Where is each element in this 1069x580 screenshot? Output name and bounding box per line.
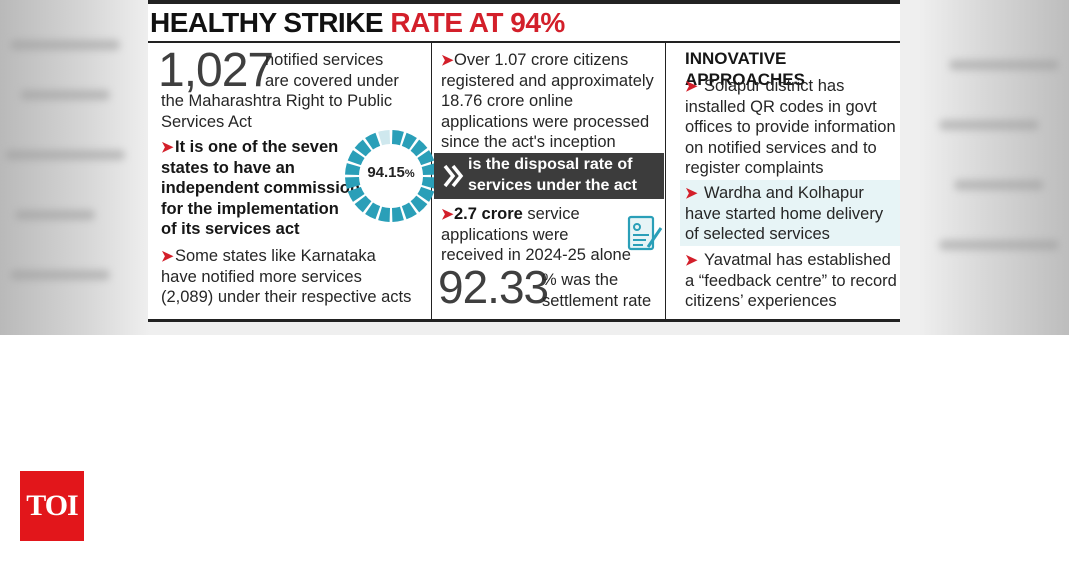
- col1-bullet2-line: Some states like Karnataka: [175, 247, 376, 265]
- col1-bullet2-line: have notified more services: [161, 267, 362, 286]
- toi-logo: TOI: [20, 471, 84, 541]
- col3-bullet3-line: citizens’ experiences: [685, 292, 837, 310]
- col3-bullet2-line: have started home delivery: [685, 204, 884, 223]
- settlement-rate-number: 92.33: [438, 261, 549, 313]
- banner-text: is the disposal rate of services under th…: [468, 155, 664, 196]
- col3-bullet1-line: register complaints: [685, 159, 824, 177]
- col1-bullet1-line: for the implementation: [161, 199, 339, 218]
- arrow-icon: ➤: [685, 185, 698, 202]
- col3-bullet1-line: offices to provide information: [685, 118, 896, 136]
- col1-bullet1-line: It is one of the seven: [175, 138, 339, 156]
- col2-bullet1-line: Over 1.07 crore citizens: [454, 51, 629, 69]
- donut-segment-filled: [365, 202, 381, 220]
- col3-bullet3-line: a “feedback centre” to record: [685, 271, 897, 290]
- arrow-icon: ➤: [441, 52, 454, 69]
- donut-label: 94.15%: [343, 164, 439, 181]
- donut-segment-filled: [401, 132, 417, 150]
- intro-line4: Services Act: [161, 112, 252, 131]
- donut-segment-filled: [421, 176, 437, 189]
- intro-line2: are covered under: [265, 71, 399, 90]
- disposal-rate-donut: [345, 130, 437, 222]
- col2-bullet1-line: 18.76 crore online: [441, 92, 574, 110]
- col2-bullet1-line: since the act's inception: [441, 133, 616, 151]
- settlement-line2: settlement rate: [542, 291, 652, 310]
- col2-bullet1-line: registered and approximately: [441, 71, 654, 90]
- top-rule: [148, 0, 900, 4]
- col1-bullet1-line: of its services act: [161, 220, 300, 238]
- col1-bullet1-line: states to have an: [161, 158, 295, 177]
- donut-segment-filled: [391, 206, 404, 222]
- donut-segment-filled: [417, 186, 435, 202]
- arrow-icon: ➤: [685, 78, 698, 95]
- arrow-icon: ➤: [441, 206, 454, 223]
- donut-unit: %: [404, 168, 415, 180]
- col3-bullet1-line: on notified services and to: [685, 138, 877, 157]
- col1-bullet2-line: (2,089) under their respective acts: [161, 288, 412, 306]
- headline-accent: RATE AT 94%: [390, 7, 565, 38]
- highlight-band: [680, 180, 900, 246]
- donut-segment-filled: [421, 163, 437, 176]
- donut-segment-filled: [365, 132, 381, 150]
- donut-segment-filled: [354, 195, 372, 213]
- donut-value: 94.15: [367, 164, 405, 181]
- donut-segment-filled: [354, 139, 372, 157]
- donut-segment-filled: [417, 150, 435, 166]
- settlement-line1: % was the: [542, 271, 619, 289]
- donut-segment-empty: [378, 130, 391, 146]
- crore-bold: 2.7 crore: [454, 205, 523, 223]
- intro-line3: the Maharashtra Right to Public: [161, 92, 393, 110]
- headline-divider: [148, 41, 900, 43]
- donut-segment-filled: [345, 176, 361, 189]
- arrow-icon: ➤: [685, 252, 698, 269]
- donut-segment-filled: [347, 186, 365, 202]
- infographic-card: HEALTHY STRIKE RATE AT 94% 1,027 notifie…: [148, 0, 900, 322]
- col1-bullet1-line: independent commission: [161, 179, 360, 197]
- col3-bullet2-line: Wardha and Kolhapur: [704, 184, 864, 202]
- arrow-icon: ➤: [161, 139, 174, 156]
- col3-bullet3-line: Yavatmal has established: [704, 251, 891, 269]
- double-chevron-icon: [443, 164, 464, 188]
- donut-segment-filled: [401, 202, 417, 220]
- banner-line: services under the act: [468, 176, 637, 194]
- donut-segment-filled: [410, 139, 428, 157]
- col3-bullet1-line: installed QR codes in govt: [685, 97, 877, 116]
- col3-bullet1-line: Solapur district has: [704, 77, 845, 95]
- donut-segment-filled: [378, 206, 391, 222]
- headline-part1: HEALTHY STRIKE: [150, 7, 391, 38]
- donut-segment-filled: [410, 195, 428, 213]
- donut-center: [360, 145, 422, 207]
- background-blur-left: [0, 0, 140, 335]
- col2-bullet2-line: applications were: [441, 225, 569, 244]
- document-pen-icon: [627, 215, 663, 251]
- col3-bullet2-line: of selected services: [685, 225, 830, 243]
- headline: HEALTHY STRIKE RATE AT 94%: [150, 7, 565, 39]
- arrow-icon: ➤: [161, 248, 174, 265]
- donut-segment-filled: [391, 130, 404, 146]
- col2-bullet2-text: service: [522, 205, 580, 223]
- background-blur-right: [929, 0, 1069, 335]
- donut-segment-filled: [345, 163, 361, 176]
- banner-line: is the disposal rate of: [468, 156, 633, 173]
- col2-bullet2-line: 2.7 crore service: [454, 204, 580, 225]
- services-count: 1,027: [158, 44, 274, 97]
- disposal-rate-banner: [434, 153, 664, 199]
- donut-segment-filled: [347, 150, 365, 166]
- column3-title: INNOVATIVE APPROACHES: [685, 49, 805, 89]
- col2-bullet1-line: applications were processed: [441, 112, 650, 131]
- intro-line1: notified services: [265, 51, 384, 69]
- column-divider-2: [665, 43, 666, 319]
- col2-bullet2-line: received in 2024-25 alone: [441, 246, 631, 264]
